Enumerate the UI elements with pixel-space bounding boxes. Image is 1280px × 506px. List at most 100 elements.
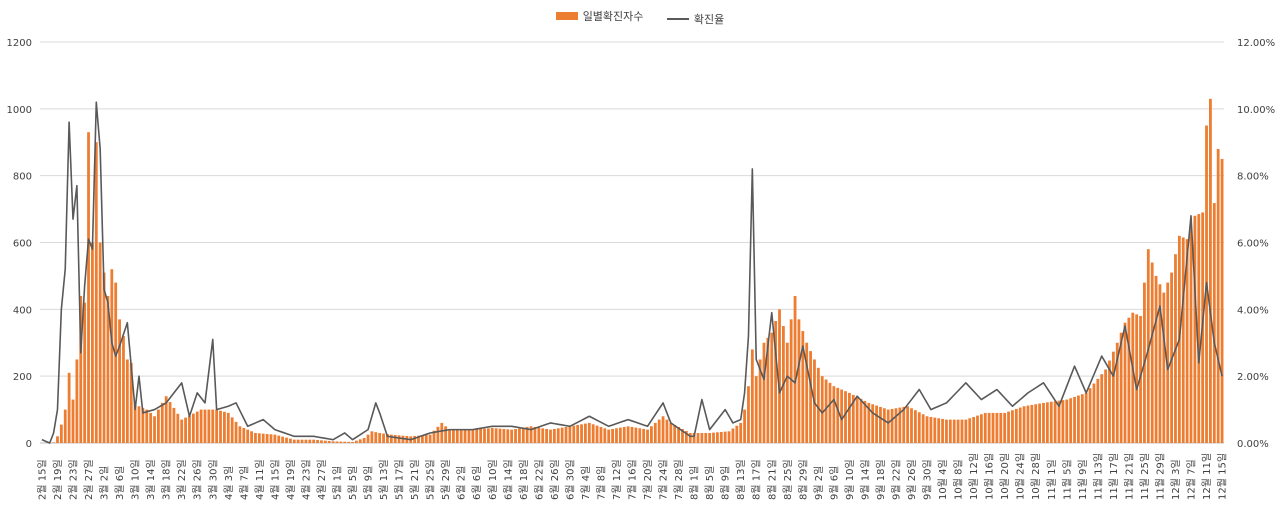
x-tick-label: 7월 8일	[595, 466, 607, 500]
cases-bar	[1197, 214, 1201, 443]
x-tick-label: 11월 5일	[1061, 459, 1073, 500]
cases-bar	[246, 429, 250, 443]
x-tick-label: 9월 22일	[890, 459, 902, 500]
cases-bar	[323, 440, 327, 443]
cases-bar	[436, 426, 440, 443]
cases-bar	[1073, 396, 1076, 443]
cases-bar	[184, 417, 187, 443]
cases-bar	[514, 428, 517, 443]
cases-bar	[79, 295, 83, 443]
cases-bar	[754, 376, 758, 443]
cases-bar	[828, 382, 832, 443]
cases-bar	[448, 429, 451, 443]
cases-bar	[580, 424, 583, 443]
right-tick-label: 4.00%	[1237, 305, 1269, 316]
cases-bar	[1049, 401, 1053, 443]
x-tick-label: 12월 3일	[1170, 459, 1182, 500]
cases-bar	[704, 432, 708, 443]
cases-bar	[727, 431, 731, 443]
cases-bar	[976, 415, 979, 443]
legend-line-swatch	[666, 18, 689, 20]
cases-bar	[1069, 398, 1073, 443]
right-tick-label: 2.00%	[1237, 372, 1269, 383]
cases-bar	[327, 441, 331, 443]
cases-bar	[432, 430, 436, 443]
left-tick-label: 1200	[7, 38, 32, 49]
cases-bar	[273, 434, 277, 443]
cases-bar	[723, 431, 727, 443]
cases-bar	[611, 428, 614, 443]
cases-bar	[502, 428, 506, 443]
cases-bar	[1080, 394, 1084, 443]
cases-bar	[681, 428, 684, 443]
cases-bar	[572, 425, 576, 443]
cases-bar	[556, 428, 560, 443]
x-tick-label: 3월 30일	[207, 459, 219, 500]
cases-bar	[1057, 400, 1061, 443]
cases-bar	[219, 410, 222, 443]
cases-bar	[1115, 342, 1119, 443]
cases-bar	[948, 419, 952, 443]
cases-bar	[281, 436, 285, 443]
cases-bar	[122, 336, 125, 443]
cases-bar	[642, 428, 646, 443]
right-tick-label: 10.00%	[1237, 105, 1275, 116]
x-tick-label: 6월 30일	[564, 459, 576, 500]
cases-bar	[634, 427, 638, 443]
cases-bar	[615, 428, 618, 443]
x-tick-label: 8월 29일	[797, 459, 809, 500]
x-tick-label: 7월 24일	[658, 459, 670, 500]
cases-bar	[1014, 408, 1018, 443]
cases-bar	[560, 427, 564, 443]
cases-bar	[1077, 395, 1080, 443]
cases-bar	[467, 429, 471, 443]
cases-bar	[83, 302, 87, 443]
cases-bar	[354, 440, 358, 443]
x-tick-label: 11월 17일	[1108, 453, 1120, 500]
x-axis: 2월 15일 2월 19일 2월 23일 2월 27일 3월 2일 3월 6일 3월 10일…	[36, 453, 1228, 500]
cases-bar	[455, 429, 459, 443]
cases-bar	[223, 411, 226, 443]
cases-bar	[347, 441, 351, 443]
x-tick-label: 6월 26일	[549, 459, 561, 500]
cases-bar	[118, 319, 121, 443]
x-tick-label: 7월 20일	[642, 459, 654, 500]
cases-bar	[459, 429, 463, 443]
x-tick-label: 11월 13일	[1092, 453, 1104, 500]
cases-bar	[999, 412, 1003, 443]
cases-bar	[906, 406, 910, 443]
cases-bar	[320, 440, 323, 443]
cases-bar	[712, 432, 715, 443]
x-tick-label: 3월 18일	[161, 459, 173, 500]
cases-bar	[669, 422, 673, 443]
cases-bar	[91, 242, 94, 443]
x-tick-label: 5월 5일	[347, 466, 359, 500]
right-tick-label: 6.00%	[1237, 239, 1269, 250]
cases-bar	[844, 391, 847, 443]
right-axis-ticks: 0.00% 2.00% 4.00% 6.00% 8.00% 10.00% 12.00%	[1237, 38, 1275, 450]
cases-bar	[428, 434, 432, 443]
cases-bar	[960, 419, 964, 443]
x-tick-label: 11월 21일	[1123, 453, 1135, 500]
x-tick-label: 4월 3일	[223, 466, 235, 500]
cases-bar	[801, 331, 805, 443]
cases-bar	[211, 409, 215, 443]
cases-bar	[1212, 203, 1216, 443]
cases-bar	[847, 392, 851, 444]
x-tick-label: 3월 14일	[145, 459, 157, 500]
cases-bar	[983, 412, 987, 443]
cases-bar	[964, 419, 968, 443]
cases-bar	[176, 413, 180, 443]
rate-line	[41, 101, 1223, 444]
cases-bar	[933, 417, 937, 443]
cases-bar	[1111, 351, 1115, 443]
x-tick-label: 10월 16일	[984, 453, 996, 500]
left-tick-label: 1000	[7, 105, 32, 116]
cases-bar	[626, 426, 630, 443]
cases-bar	[87, 132, 90, 443]
cases-bar	[1030, 404, 1034, 443]
legend-label-rate: 확진율	[693, 13, 725, 26]
cases-bar	[661, 416, 665, 443]
cases-bar	[277, 435, 281, 443]
cases-bar	[708, 432, 712, 443]
